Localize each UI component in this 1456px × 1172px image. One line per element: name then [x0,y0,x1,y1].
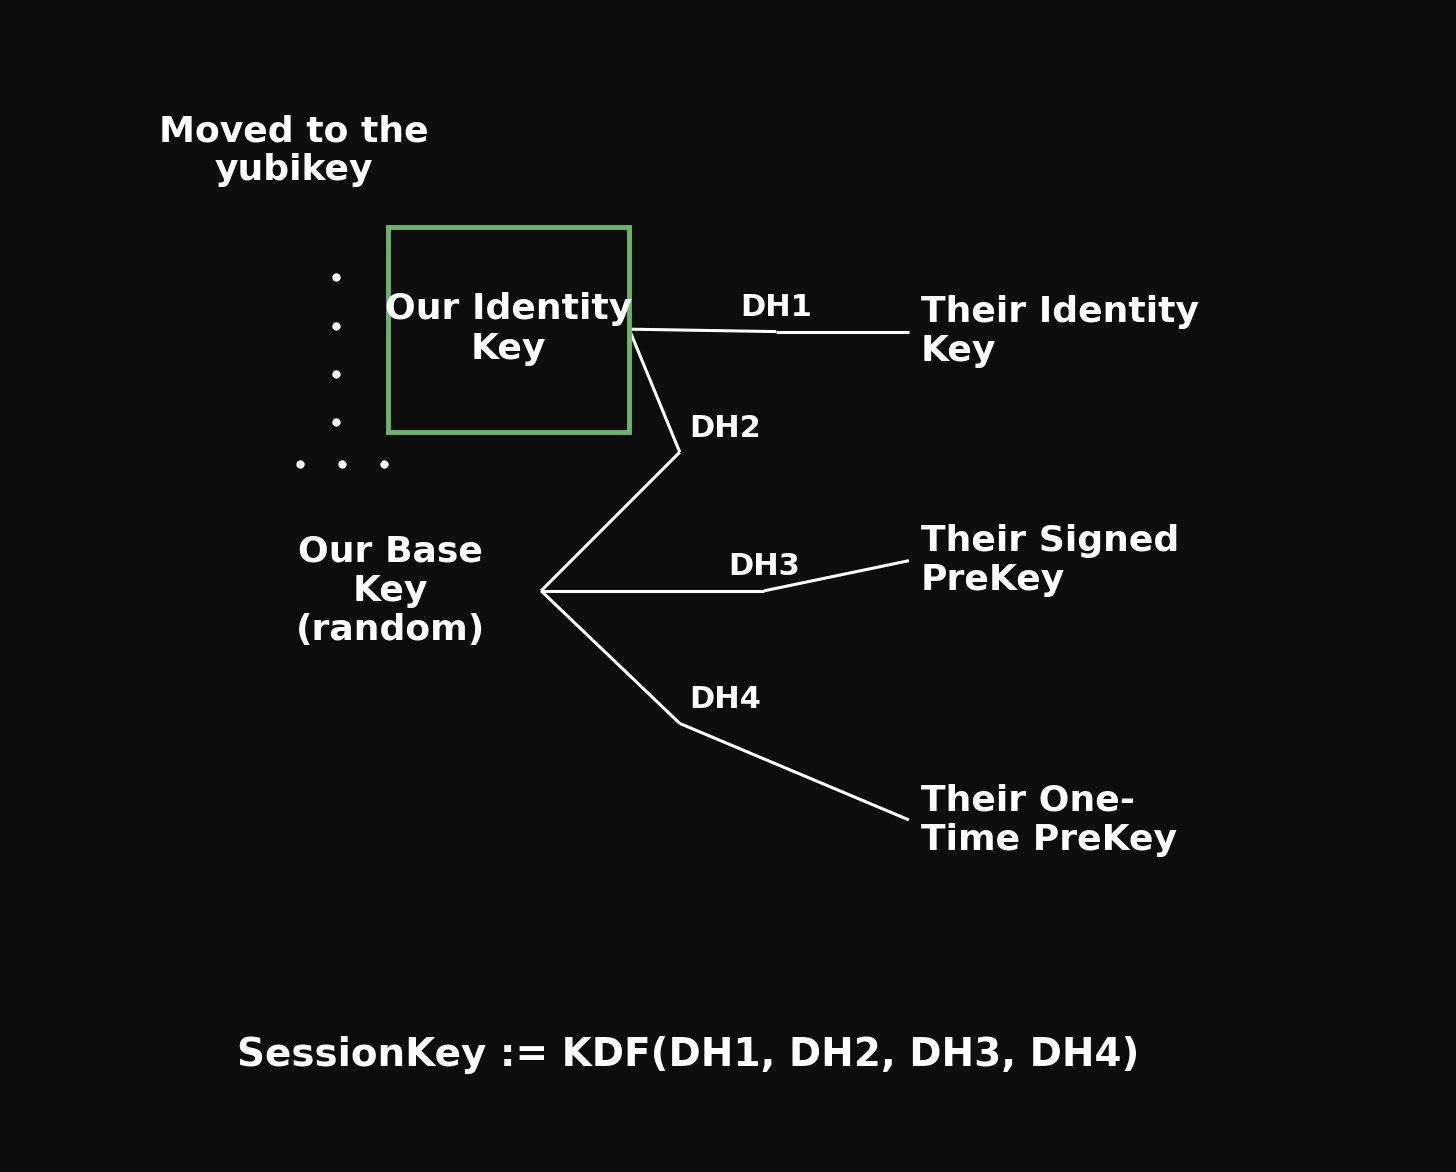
Bar [387,226,629,431]
Text: SessionKey := KDF(DH1, DH2, DH3, DH4): SessionKey := KDF(DH1, DH2, DH3, DH4) [237,1036,1140,1074]
Text: DH1: DH1 [740,293,812,322]
Text: Our Identity
Key: Our Identity Key [384,293,632,366]
Text: Moved to the
yubikey: Moved to the yubikey [159,114,428,188]
Text: Our Base
Key
(random): Our Base Key (random) [296,534,485,647]
Text: Their Signed
PreKey: Their Signed PreKey [922,524,1179,598]
Text: DH3: DH3 [728,552,799,581]
Text: Their Identity
Key: Their Identity Key [922,295,1198,368]
Text: Their One-
Time PreKey: Their One- Time PreKey [922,783,1176,857]
Text: DH4: DH4 [689,684,761,714]
Text: DH2: DH2 [689,414,761,443]
